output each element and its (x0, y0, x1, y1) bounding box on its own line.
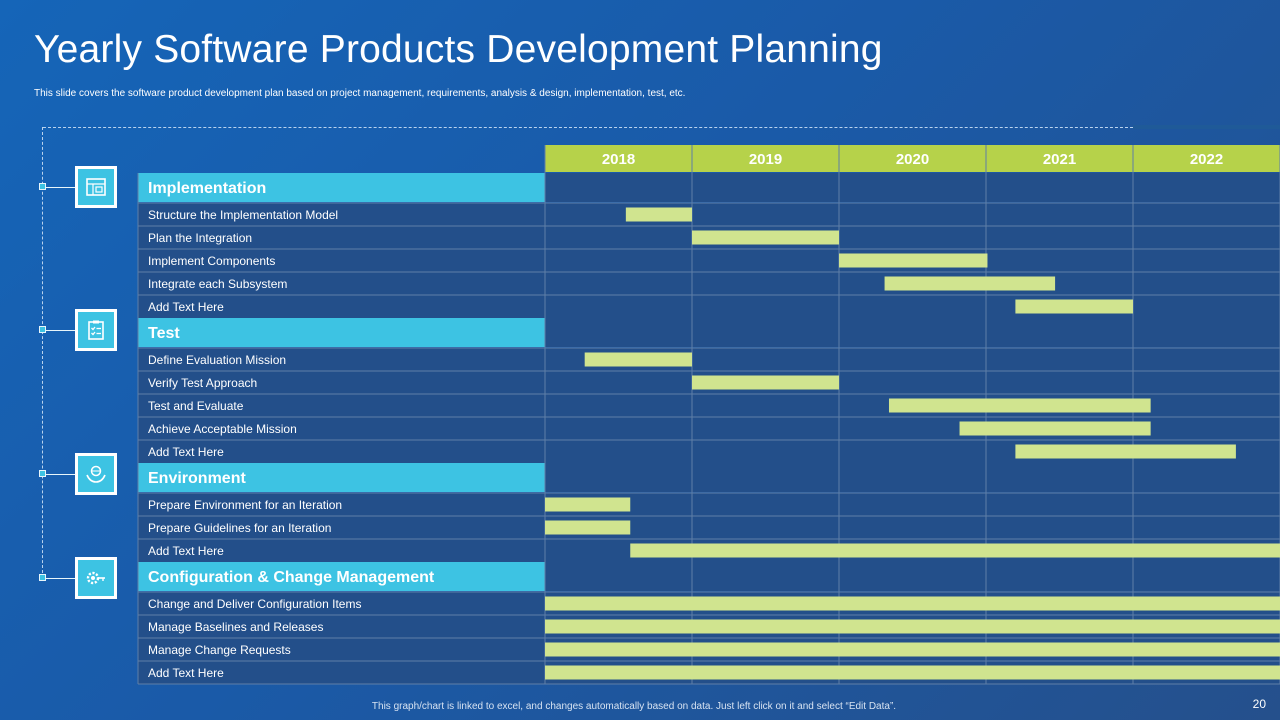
section-marker (39, 470, 46, 477)
gantt-bar (692, 375, 839, 390)
section-title: Test (148, 325, 180, 342)
task-label: Integrate each Subsystem (148, 277, 287, 291)
section-connector (46, 187, 78, 188)
task-label: Prepare Guidelines for an Iteration (148, 521, 331, 535)
section-row-band (545, 318, 1280, 347)
gantt-bar (888, 398, 1151, 413)
task-label: Plan the Integration (148, 231, 252, 245)
task-label: Achieve Acceptable Mission (148, 422, 297, 436)
task-label: Add Text Here (148, 300, 224, 314)
section-icon-box (75, 309, 117, 351)
gantt-bar (545, 619, 1280, 634)
task-label: Verify Test Approach (148, 376, 257, 390)
gantt-bar (1015, 299, 1133, 314)
task-label: Define Evaluation Mission (148, 353, 286, 367)
dashed-frame-top (43, 127, 1133, 128)
year-header-cell (1133, 145, 1280, 172)
section-row-band (545, 562, 1280, 591)
section-connector (46, 330, 78, 331)
blueprint-icon (78, 169, 114, 205)
gantt-bar (545, 665, 1280, 680)
frame-accent-bar (1133, 125, 1280, 129)
task-row (138, 493, 1280, 516)
section-icon-box (75, 557, 117, 599)
task-label: Change and Deliver Configuration Items (148, 597, 361, 611)
page-number: 20 (1252, 697, 1266, 711)
year-label: 2021 (1043, 151, 1076, 168)
gantt-bar (584, 352, 692, 367)
section-marker (39, 326, 46, 333)
page-title: Yearly Software Products Development Pla… (34, 28, 883, 71)
section-row-band (545, 463, 1280, 492)
gantt-bar (625, 207, 692, 222)
gantt-bar (630, 543, 1280, 558)
footnote: This graph/chart is linked to excel, and… (371, 701, 897, 712)
task-label: Manage Baselines and Releases (148, 620, 323, 634)
task-label: Implement Components (148, 254, 275, 268)
gantt-bar (545, 596, 1280, 611)
task-label: Add Text Here (148, 666, 224, 680)
clipboard-checklist-icon (78, 312, 114, 348)
section-icon-box (75, 166, 117, 208)
task-row (138, 295, 1280, 318)
year-label: 2022 (1190, 151, 1223, 168)
section-icon-box (75, 453, 117, 495)
gantt-bar (884, 276, 1056, 291)
gantt-chart: 2018 2019 2020 2021 2022 Implementation Struct… (137, 145, 1280, 685)
section-header (138, 562, 545, 591)
hands-globe-icon (78, 456, 114, 492)
task-label: Prepare Environment for an Iteration (148, 498, 342, 512)
task-row (138, 348, 1280, 371)
gantt-bar (959, 421, 1151, 436)
section-title: Environment (148, 470, 246, 487)
gantt-bar (545, 497, 631, 512)
year-header-cell (692, 145, 839, 172)
gantt-bar (1015, 444, 1236, 459)
task-label: Structure the Implementation Model (148, 208, 338, 222)
dashed-frame-left (42, 127, 43, 578)
task-row (138, 516, 1280, 539)
year-header-cell (839, 145, 986, 172)
gantt-bar (692, 230, 839, 245)
year-label: 2018 (602, 151, 635, 168)
task-label: Test and Evaluate (148, 399, 244, 413)
task-row (138, 440, 1280, 463)
section-connector (46, 474, 78, 475)
year-header-cell (986, 145, 1133, 172)
year-label: 2019 (749, 151, 782, 168)
section-marker (39, 183, 46, 190)
section-title: Implementation (148, 180, 266, 197)
gantt-bar (839, 253, 988, 268)
task-row (138, 249, 1280, 272)
task-row (138, 203, 1280, 226)
section-header (138, 463, 545, 492)
gantt-bar (545, 520, 631, 535)
section-header (138, 318, 545, 347)
section-header (138, 173, 545, 202)
gear-key-icon (78, 560, 114, 596)
section-connector (46, 578, 78, 579)
section-row-band (545, 173, 1280, 202)
year-header-cell (545, 145, 692, 172)
task-label: Add Text Here (148, 544, 224, 558)
page-subtitle: This slide covers the software product d… (34, 88, 686, 99)
task-row (138, 272, 1280, 295)
section-marker (39, 574, 46, 581)
task-label: Add Text Here (148, 445, 224, 459)
gantt-bar (545, 642, 1280, 657)
year-label: 2020 (896, 151, 929, 168)
task-label: Manage Change Requests (148, 643, 291, 657)
section-title: Configuration & Change Management (148, 569, 435, 586)
